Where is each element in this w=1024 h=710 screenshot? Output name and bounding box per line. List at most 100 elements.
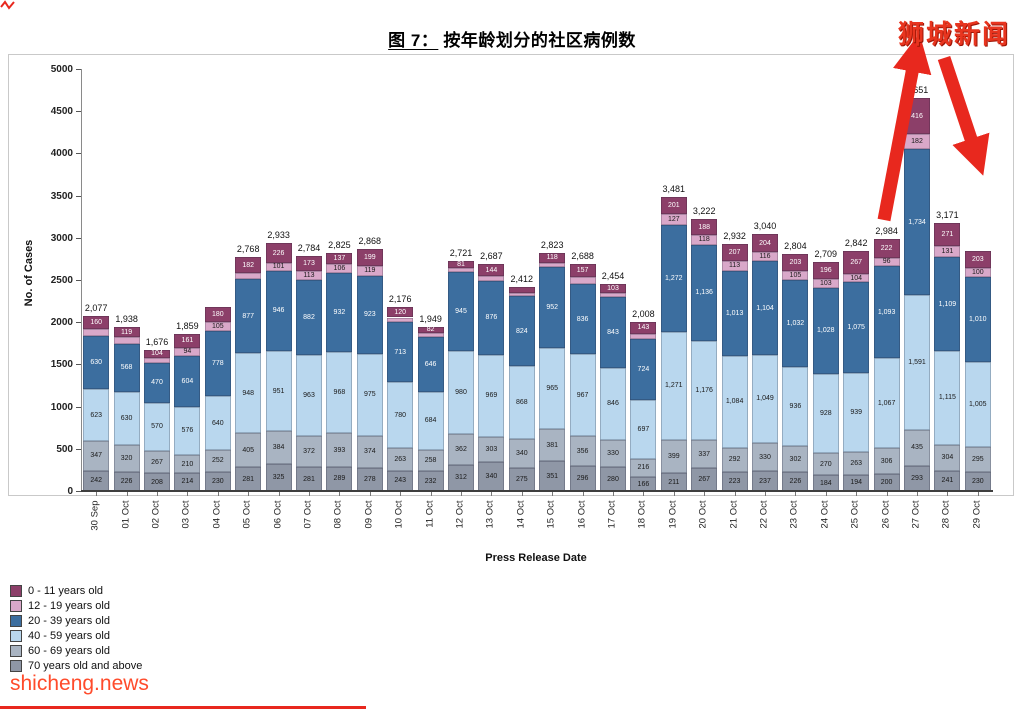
- segment-60-69[interactable]: 356: [569, 436, 596, 467]
- legend-item[interactable]: 60 - 69 years old: [10, 643, 142, 658]
- segment-20-39[interactable]: 932: [326, 273, 353, 352]
- segment-12-19[interactable]: [144, 358, 170, 364]
- segment-70plus[interactable]: 243: [387, 470, 414, 491]
- segment-70plus[interactable]: 184: [812, 475, 839, 491]
- legend-item[interactable]: 0 - 11 years old: [10, 583, 142, 598]
- legend-item[interactable]: 12 - 19 years old: [10, 598, 142, 613]
- segment-70plus[interactable]: 211: [660, 473, 687, 491]
- bar-27-oct[interactable]: 293 435 1,591 1,734 182 416 4,651: [904, 69, 930, 491]
- segment-60-69[interactable]: 210: [174, 455, 201, 473]
- bar-12-oct[interactable]: 312 362 980 945 81 2,721: [448, 69, 474, 491]
- segment-12-19[interactable]: [600, 292, 626, 297]
- segment-60-69[interactable]: 216: [630, 458, 657, 477]
- segment-60-69[interactable]: 320: [113, 444, 140, 472]
- segment-20-39[interactable]: 946: [265, 271, 292, 351]
- bar-20-oct[interactable]: 267 337 1,176 1,136 118 188 3,222: [691, 69, 718, 491]
- segment-60-69[interactable]: 258: [417, 449, 444, 472]
- segment-20-39[interactable]: 1,028: [812, 287, 839, 375]
- segment-60-69[interactable]: 306: [873, 448, 900, 475]
- segment-0-11[interactable]: 143: [630, 321, 657, 334]
- bar-17-oct[interactable]: 280 330 846 843 103 2,454: [600, 69, 626, 491]
- segment-70plus[interactable]: 296: [569, 466, 596, 491]
- segment-40-59[interactable]: 928: [812, 374, 839, 453]
- segment-12-19[interactable]: 94: [174, 347, 201, 356]
- segment-0-11[interactable]: 137: [326, 252, 353, 265]
- segment-0-11[interactable]: 199: [356, 248, 383, 266]
- bar-01-oct[interactable]: 226 320 630 568 119 1,938: [113, 69, 140, 491]
- segment-0-11[interactable]: 267: [843, 251, 870, 274]
- segment-40-59[interactable]: 1,084: [721, 356, 748, 448]
- segment-70plus[interactable]: 325: [265, 463, 292, 491]
- segment-40-59[interactable]: 963: [296, 354, 322, 436]
- segment-12-19[interactable]: 119: [356, 265, 383, 276]
- bar-05-oct[interactable]: 281 405 948 877 182 2,768: [235, 69, 262, 491]
- segment-40-59[interactable]: 975: [356, 353, 383, 436]
- segment-20-39[interactable]: 1,734: [904, 148, 930, 296]
- segment-70plus[interactable]: 275: [508, 467, 535, 491]
- bar-09-oct[interactable]: 278 374 975 923 119 199 2,868: [356, 69, 383, 491]
- segment-60-69[interactable]: 304: [934, 445, 961, 471]
- bar-07-oct[interactable]: 281 372 963 882 113 173 2,784: [296, 69, 322, 491]
- segment-0-11[interactable]: 201: [660, 197, 687, 215]
- segment-70plus[interactable]: 226: [113, 471, 140, 491]
- segment-70plus[interactable]: 267: [691, 468, 718, 491]
- legend-item[interactable]: 40 - 59 years old: [10, 628, 142, 643]
- segment-0-11[interactable]: 226: [265, 243, 292, 263]
- segment-70plus[interactable]: 214: [174, 472, 201, 491]
- segment-20-39[interactable]: 1,272: [660, 224, 687, 333]
- segment-60-69[interactable]: 381: [539, 429, 566, 462]
- segment-60-69[interactable]: 295: [964, 446, 991, 472]
- segment-20-39[interactable]: 568: [113, 343, 140, 392]
- segment-20-39[interactable]: 1,104: [752, 261, 778, 355]
- segment-12-19[interactable]: [113, 337, 140, 344]
- segment-40-59[interactable]: 1,049: [752, 354, 778, 444]
- bar-28-oct[interactable]: 241 304 1,115 1,109 131 271 3,171: [934, 69, 961, 491]
- segment-60-69[interactable]: 270: [812, 452, 839, 476]
- segment-12-19[interactable]: 116: [752, 251, 778, 262]
- segment-60-69[interactable]: 330: [752, 443, 778, 471]
- segment-0-11[interactable]: 182: [235, 257, 262, 273]
- segment-70plus[interactable]: 166: [630, 477, 657, 491]
- segment-12-19[interactable]: [83, 329, 110, 336]
- bar-11-oct[interactable]: 232 258 684 646 82 1,949: [417, 69, 444, 491]
- segment-20-39[interactable]: 604: [174, 355, 201, 407]
- segment-0-11[interactable]: 180: [204, 306, 231, 322]
- segment-12-19[interactable]: [569, 277, 596, 284]
- segment-70plus[interactable]: 223: [721, 472, 748, 491]
- bar-14-oct[interactable]: 275 340 868 824 2,412: [508, 69, 535, 491]
- segment-0-11[interactable]: 103: [600, 283, 626, 293]
- segment-60-69[interactable]: 399: [660, 439, 687, 474]
- segment-0-11[interactable]: 161: [174, 334, 201, 348]
- segment-70plus[interactable]: 312: [448, 464, 474, 491]
- segment-20-39[interactable]: 1,032: [782, 280, 809, 368]
- segment-70plus[interactable]: 232: [417, 471, 444, 491]
- segment-40-59[interactable]: 623: [83, 388, 110, 442]
- segment-60-69[interactable]: 337: [691, 440, 718, 469]
- bar-23-oct[interactable]: 226 302 936 1,032 105 203 2,804: [782, 69, 809, 491]
- segment-20-39[interactable]: 1,013: [721, 270, 748, 357]
- segment-70plus[interactable]: 281: [296, 467, 322, 491]
- segment-0-11[interactable]: 144: [478, 264, 505, 277]
- segment-0-11[interactable]: 173: [296, 256, 322, 271]
- segment-0-11[interactable]: 120: [387, 307, 414, 318]
- segment-60-69[interactable]: 435: [904, 429, 930, 467]
- segment-20-39[interactable]: 1,109: [934, 257, 961, 351]
- segment-60-69[interactable]: 292: [721, 447, 748, 473]
- segment-0-11[interactable]: 204: [752, 234, 778, 252]
- segment-70plus[interactable]: 208: [144, 473, 170, 491]
- segment-20-39[interactable]: 824: [508, 296, 535, 366]
- segment-40-59[interactable]: 968: [326, 351, 353, 434]
- segment-12-19[interactable]: 127: [660, 214, 687, 225]
- segment-40-59[interactable]: 684: [417, 391, 444, 450]
- bar-06-oct[interactable]: 325 384 951 946 101 226 2,933: [265, 69, 292, 491]
- segment-0-11[interactable]: 81: [448, 261, 474, 269]
- segment-40-59[interactable]: 640: [204, 396, 231, 451]
- segment-12-19[interactable]: 131: [934, 246, 961, 258]
- segment-20-39[interactable]: 952: [539, 267, 566, 348]
- segment-60-69[interactable]: 374: [356, 435, 383, 468]
- segment-0-11[interactable]: 416: [904, 98, 930, 134]
- segment-70plus[interactable]: 278: [356, 467, 383, 491]
- segment-0-11[interactable]: 119: [113, 327, 140, 338]
- segment-20-39[interactable]: 630: [83, 335, 110, 389]
- segment-60-69[interactable]: 405: [235, 433, 262, 468]
